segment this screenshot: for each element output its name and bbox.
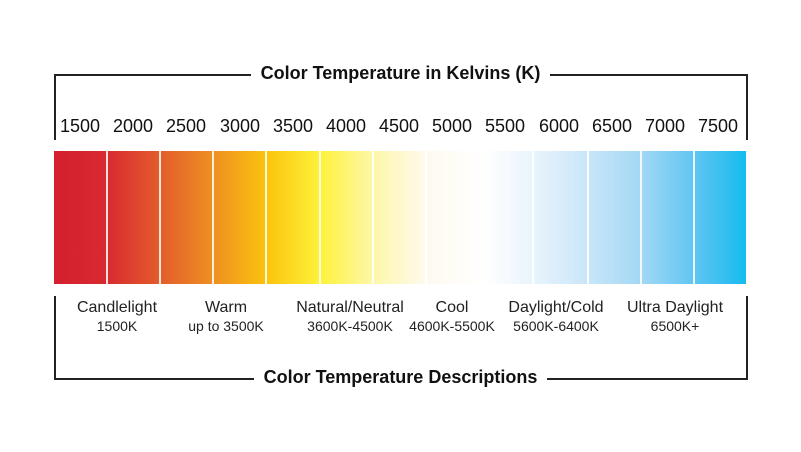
description-range: up to 3500K (188, 318, 264, 334)
tick-label: 7000 (644, 116, 686, 136)
tick-label: 3000 (219, 116, 261, 136)
temperature-descriptions: Candlelight 1500K Warm up to 3500K Natur… (0, 298, 801, 338)
description-warm: Warm up to 3500K (164, 298, 288, 336)
tick-label: 1500 (59, 116, 101, 136)
tick-label: 5000 (431, 116, 473, 136)
description-name: Cool (435, 299, 469, 316)
description-natural-neutral: Natural/Neutral 3600K-4500K (288, 298, 412, 336)
tick-label: 6500 (591, 116, 633, 136)
description-name: Candlelight (76, 299, 158, 316)
description-range: 4600K-5500K (409, 318, 495, 334)
spectrum-divider (106, 151, 108, 284)
description-name: Ultra Daylight (626, 299, 724, 316)
tick-label: 2000 (112, 116, 154, 136)
spectrum-divider (372, 151, 374, 284)
tick-label: 7500 (697, 116, 739, 136)
description-range: 3600K-4500K (307, 318, 393, 334)
tick-label: 2500 (165, 116, 207, 136)
tick-label: 5500 (484, 116, 526, 136)
tick-label: 6000 (538, 116, 580, 136)
bottom-bracket (54, 296, 748, 380)
description-ultra-daylight: Ultra Daylight 6500K+ (613, 298, 737, 336)
description-cool: Cool 4600K-5500K (390, 298, 514, 336)
color-temperature-spectrum (54, 151, 746, 284)
spectrum-divider (159, 151, 161, 284)
description-name: Daylight/Cold (508, 299, 604, 316)
description-range: 1500K (96, 318, 138, 334)
spectrum-divider (265, 151, 267, 284)
spectrum-divider (212, 151, 214, 284)
spectrum-divider (587, 151, 589, 284)
spectrum-divider (532, 151, 534, 284)
description-name: Natural/Neutral (296, 299, 404, 316)
description-range: 5600K-6400K (513, 318, 599, 334)
spectrum-divider (319, 151, 321, 284)
spectrum-divider (478, 151, 480, 284)
kelvin-tick-labels: 1500 2000 2500 3000 3500 4000 4500 5000 … (0, 116, 801, 140)
tick-label: 4500 (378, 116, 420, 136)
spectrum-divider (425, 151, 427, 284)
description-daylight-cold: Daylight/Cold 5600K-6400K (494, 298, 618, 336)
spectrum-divider (693, 151, 695, 284)
tick-label: 4000 (325, 116, 367, 136)
description-candlelight: Candlelight 1500K (55, 298, 179, 336)
description-range: 6500K+ (650, 318, 700, 334)
spectrum-divider (640, 151, 642, 284)
description-name: Warm (204, 299, 248, 316)
tick-label: 3500 (272, 116, 314, 136)
